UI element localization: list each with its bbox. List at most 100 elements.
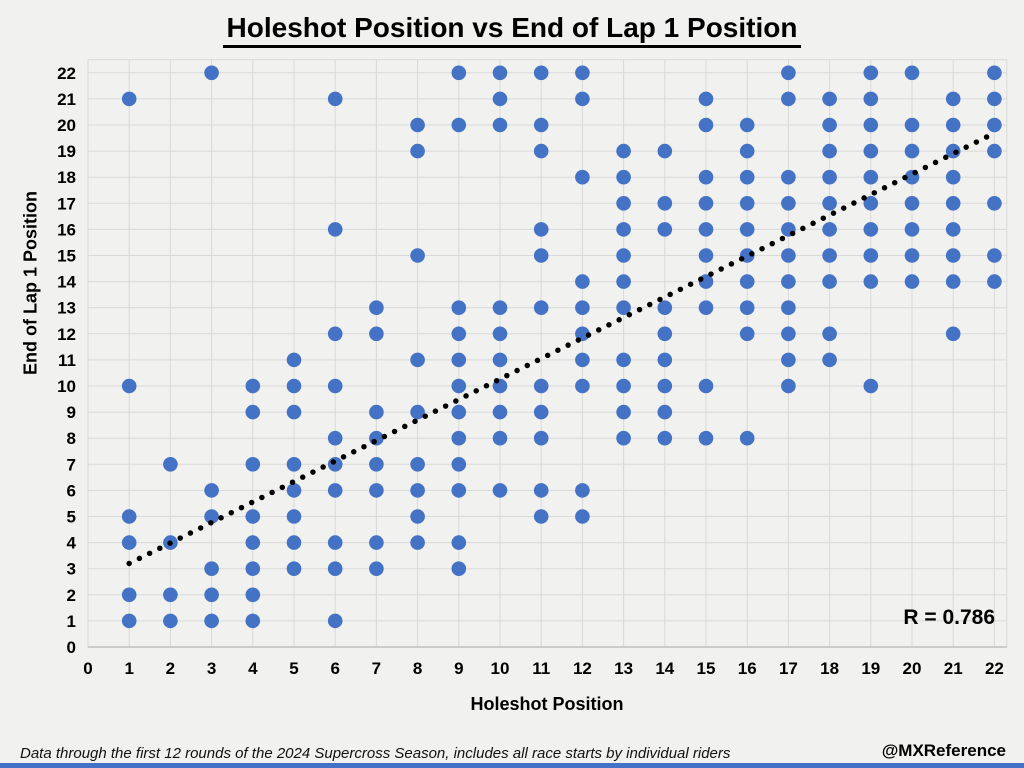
- scatter-point: [533, 300, 549, 316]
- x-tick-label: 15: [697, 659, 716, 678]
- y-tick-label: 8: [67, 429, 76, 448]
- scatter-point: [410, 352, 425, 368]
- scatter-point: [533, 430, 549, 446]
- scatter-point: [575, 352, 590, 368]
- scatter-point: [327, 613, 343, 629]
- scatter-point: [286, 352, 302, 368]
- x-axis-title: Holeshot Position: [470, 694, 624, 714]
- scatter-point: [698, 91, 714, 107]
- scatter-point: [616, 248, 631, 263]
- scatter-point: [121, 91, 137, 107]
- y-tick-label: 21: [57, 90, 76, 109]
- scatter-point: [657, 143, 673, 159]
- scatter-point: [739, 117, 755, 133]
- scatter-point: [739, 300, 755, 316]
- scatter-point: [616, 169, 631, 185]
- scatter-point: [575, 65, 590, 81]
- scatter-point: [822, 248, 837, 263]
- scatter-point: [863, 91, 879, 107]
- scatter-point: [781, 326, 796, 342]
- scatter-point: [492, 326, 508, 342]
- x-tick-label: 3: [207, 659, 216, 678]
- scatter-point: [451, 378, 467, 394]
- scatter-point: [698, 430, 714, 446]
- scatter-point: [533, 483, 549, 498]
- scatter-point: [863, 378, 879, 394]
- scatter-point: [286, 509, 302, 524]
- scatter-point: [657, 378, 673, 394]
- scatter-point: [121, 613, 137, 629]
- scatter-point: [327, 561, 343, 576]
- scatter-point: [327, 378, 343, 394]
- scatter-point: [987, 65, 1002, 81]
- scatter-point: [286, 457, 302, 472]
- y-tick-label: 20: [57, 116, 76, 135]
- scatter-point: [987, 91, 1002, 107]
- scatter-point: [451, 404, 467, 420]
- x-tick-label: 1: [124, 659, 133, 678]
- scatter-point: [327, 430, 343, 446]
- scatter-point: [369, 561, 384, 576]
- scatter-point: [410, 457, 425, 472]
- scatter-point: [575, 378, 590, 394]
- scatter-point: [492, 430, 508, 446]
- x-tick-label: 14: [655, 659, 674, 678]
- scatter-point: [492, 300, 508, 316]
- y-tick-label: 13: [57, 299, 76, 318]
- scatter-point: [492, 483, 508, 498]
- scatter-point: [904, 248, 920, 263]
- scatter-point: [204, 561, 219, 576]
- scatter-point: [533, 248, 549, 263]
- scatter-point: [163, 613, 178, 629]
- scatter-point: [822, 169, 837, 185]
- scatter-point: [369, 457, 384, 472]
- x-tick-label: 7: [372, 659, 381, 678]
- scatter-point: [492, 404, 508, 420]
- scatter-point: [739, 143, 755, 159]
- scatter-point: [121, 378, 137, 394]
- scatter-point: [245, 378, 261, 394]
- scatter-point: [121, 509, 137, 524]
- scatter-point: [822, 117, 837, 133]
- x-tick-label: 5: [289, 659, 298, 678]
- x-tick-label: 8: [413, 659, 422, 678]
- scatter-point: [698, 378, 714, 394]
- scatter-point: [987, 274, 1002, 289]
- x-tick-label: 0: [83, 659, 92, 678]
- scatter-point: [657, 222, 673, 237]
- x-tick-label: 17: [779, 659, 798, 678]
- y-tick-label: 4: [67, 534, 77, 553]
- scatter-point: [451, 535, 467, 550]
- scatter-point: [575, 483, 590, 498]
- scatter-point: [286, 535, 302, 550]
- scatter-point: [945, 196, 961, 211]
- x-tick-label: 12: [573, 659, 592, 678]
- scatter-point: [410, 535, 425, 550]
- scatter-point: [451, 117, 467, 133]
- scatter-point: [410, 248, 425, 263]
- scatter-point: [657, 430, 673, 446]
- scatter-point: [575, 509, 590, 524]
- scatter-point: [781, 248, 796, 263]
- x-tick-label: 21: [944, 659, 963, 678]
- scatter-point: [822, 326, 837, 342]
- trend-line: [126, 131, 996, 567]
- scatter-point: [904, 222, 920, 237]
- scatter-point: [410, 404, 425, 420]
- y-tick-label: 10: [57, 377, 76, 396]
- scatter-point: [533, 404, 549, 420]
- scatter-point: [863, 274, 879, 289]
- scatter-point: [492, 352, 508, 368]
- accent-bottom-bar: [0, 763, 1024, 768]
- scatter-point: [698, 117, 714, 133]
- scatter-point: [863, 196, 879, 211]
- x-tick-label: 11: [532, 659, 550, 678]
- scatter-point: [822, 91, 837, 107]
- x-tick-label: 9: [454, 659, 463, 678]
- x-tick-label: 16: [738, 659, 757, 678]
- scatter-point: [286, 483, 302, 498]
- scatter-point: [575, 274, 590, 289]
- scatter-point: [781, 300, 796, 316]
- y-tick-label: 1: [67, 612, 76, 631]
